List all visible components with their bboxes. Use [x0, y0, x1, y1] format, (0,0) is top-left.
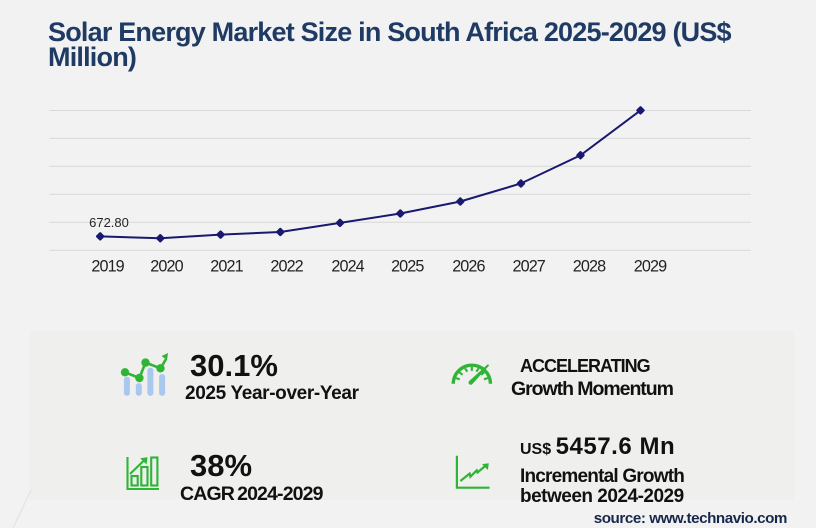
svg-text:672.80: 672.80 [89, 215, 129, 230]
svg-text:2019: 2019 [91, 258, 124, 276]
svg-text:2024: 2024 [331, 258, 364, 276]
svg-text:2026: 2026 [452, 258, 485, 276]
svg-text:2021: 2021 [210, 258, 243, 276]
svg-text:2020: 2020 [150, 258, 183, 276]
svg-text:2025: 2025 [391, 258, 424, 276]
svg-text:2027: 2027 [512, 258, 545, 276]
svg-text:2022: 2022 [270, 258, 303, 276]
svg-text:2029: 2029 [634, 258, 667, 276]
svg-text:2028: 2028 [573, 258, 606, 276]
